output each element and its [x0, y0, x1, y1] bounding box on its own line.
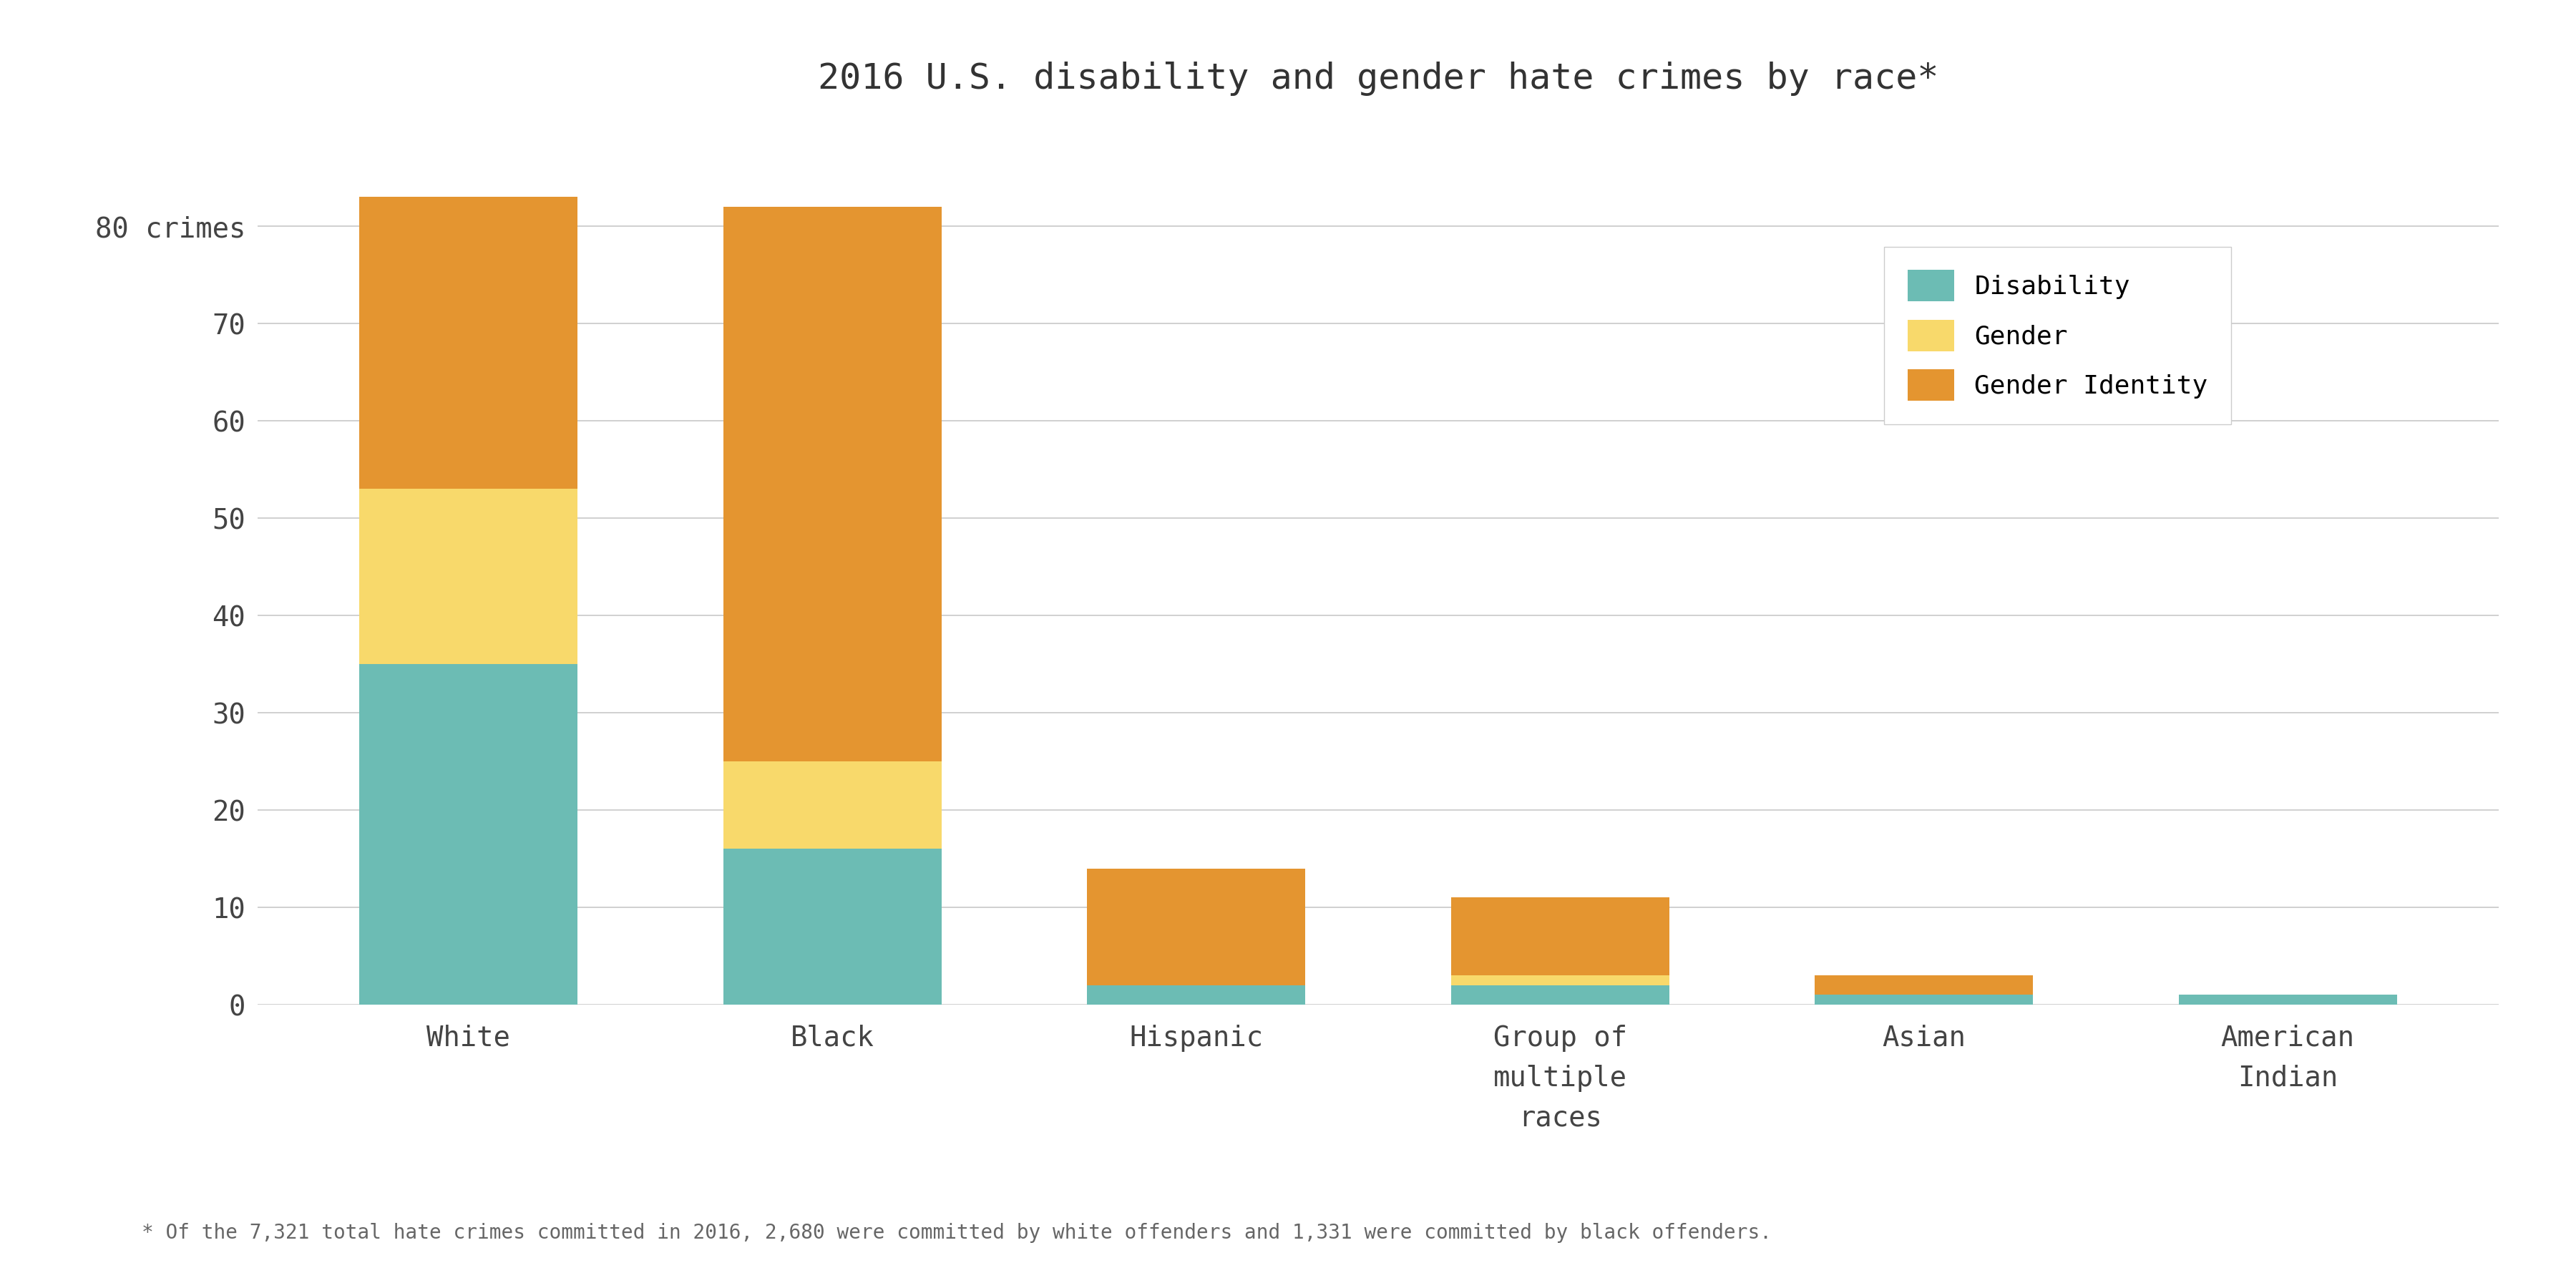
Bar	[724, 761, 943, 849]
Text: * Of the 7,321 total hate crimes committed in 2016, 2,680 were committed by whit: * Of the 7,321 total hate crimes committ…	[142, 1222, 1772, 1243]
Bar	[2179, 994, 2396, 1005]
Bar	[1814, 975, 2032, 994]
Bar	[1814, 994, 2032, 1005]
Bar	[361, 665, 577, 1005]
Bar	[1087, 868, 1306, 985]
Bar	[361, 197, 577, 489]
Bar	[724, 849, 943, 1005]
Bar	[1087, 985, 1306, 1005]
Bar	[1450, 975, 1669, 985]
Bar	[724, 206, 943, 761]
Bar	[1450, 985, 1669, 1005]
Legend: Disability, Gender, Gender Identity: Disability, Gender, Gender Identity	[1883, 247, 2231, 424]
Bar	[361, 489, 577, 665]
Bar	[1450, 898, 1669, 975]
Title: 2016 U.S. disability and gender hate crimes by race*: 2016 U.S. disability and gender hate cri…	[817, 62, 1940, 97]
